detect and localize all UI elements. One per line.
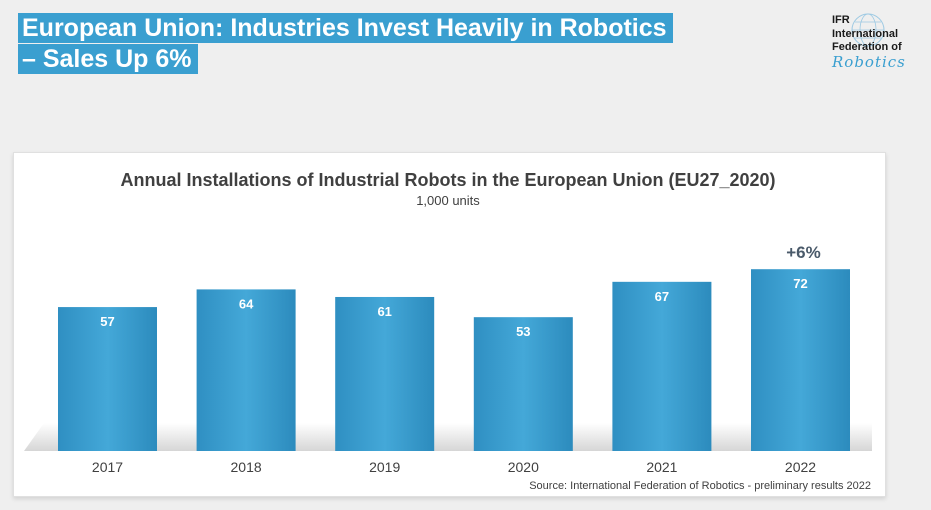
bar-2017: [58, 307, 157, 451]
x-tick-label-2021: 2021: [646, 459, 677, 475]
chart-subtitle: 1,000 units: [416, 193, 480, 208]
bar-2021: [612, 281, 712, 451]
globe-icon: [851, 13, 885, 47]
growth-annotation: +6%: [786, 243, 821, 262]
slide-title-line-2: – Sales Up 6%: [18, 44, 198, 74]
slide-title-line-1: European Union: Industries Invest Heavil…: [18, 13, 673, 43]
bar-chart: Annual Installations of Industrial Robot…: [24, 170, 872, 492]
chart-source: Source: International Federation of Robo…: [529, 480, 871, 492]
x-tick-label-2020: 2020: [508, 459, 539, 475]
bar-2019: [335, 296, 435, 451]
bar-value-label-2022: 72: [793, 276, 807, 291]
x-tick-label-2022: 2022: [785, 459, 816, 475]
x-tick-label-2018: 2018: [231, 459, 262, 475]
bar-2018: [196, 289, 296, 451]
x-tick-label-2019: 2019: [369, 459, 400, 475]
chart-panel: Annual Installations of Industrial Robot…: [13, 152, 886, 497]
logo-line-3: Federation of: [832, 41, 902, 53]
bar-value-label-2021: 67: [655, 289, 669, 304]
chart-title: Annual Installations of Industrial Robot…: [120, 170, 775, 190]
ifr-logo: IFR International Federation of Robotics: [828, 12, 924, 74]
logo-script: Robotics: [832, 53, 906, 71]
bar-value-label-2017: 57: [100, 314, 114, 329]
bar-value-label-2018: 64: [239, 296, 254, 311]
bar-value-label-2019: 61: [377, 304, 391, 319]
bar-2022: [751, 269, 850, 451]
logo-abbr: IFR: [832, 14, 850, 26]
bar-value-label-2020: 53: [516, 324, 530, 339]
x-tick-label-2017: 2017: [92, 459, 123, 475]
bar-2020: [473, 317, 573, 451]
logo-line-2: International: [832, 28, 899, 40]
